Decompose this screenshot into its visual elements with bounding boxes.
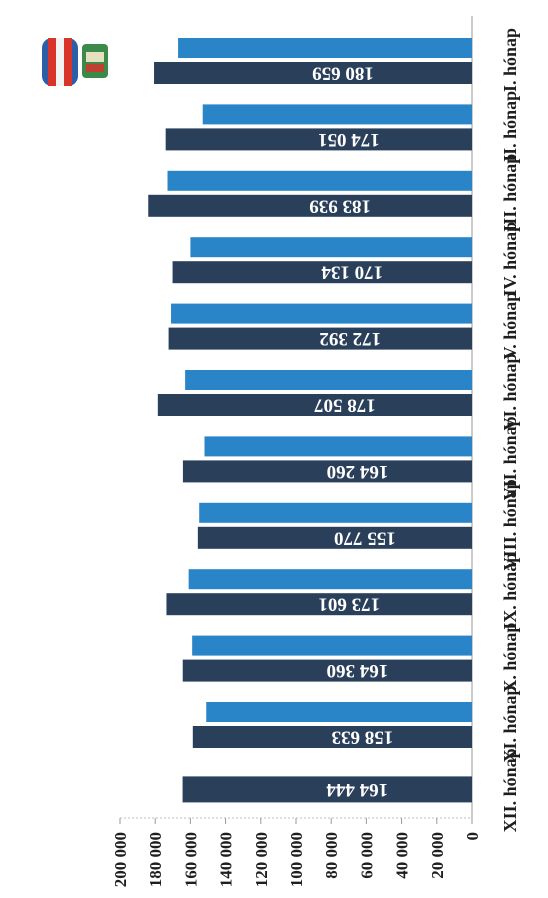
- bar-dark: [182, 460, 472, 483]
- bar-dark: [182, 776, 473, 803]
- data-label: 155 770: [334, 527, 396, 548]
- bar-dark: [154, 62, 472, 84]
- bar-dark: [157, 394, 472, 416]
- y-tick-label: 140 000: [217, 832, 236, 887]
- bar-light: [192, 635, 472, 656]
- crest-icon: [82, 44, 108, 78]
- bar-dark: [165, 128, 473, 151]
- data-label: 170 134: [321, 262, 383, 283]
- y-tick-label: 20 000: [428, 832, 447, 879]
- y-tick-label: 160 000: [181, 832, 200, 887]
- category-label: III. hónap: [500, 154, 520, 232]
- bar-dark: [168, 327, 472, 350]
- bar-light: [188, 569, 472, 590]
- y-tick-label: 180 000: [146, 832, 165, 887]
- bar-dark: [148, 194, 472, 217]
- bar-light: [178, 38, 472, 58]
- bar-dark: [197, 526, 473, 549]
- shield-emblem-icon: [42, 38, 78, 86]
- data-label: 164 444: [326, 779, 388, 800]
- category-label: IX. hónap: [500, 553, 520, 630]
- bar-light: [202, 104, 472, 125]
- category-label: I. hónap: [500, 28, 520, 92]
- data-label: 178 507: [314, 395, 376, 416]
- bar-light: [185, 370, 472, 390]
- bar-dark: [172, 261, 473, 284]
- data-label: 164 260: [327, 461, 389, 482]
- bar-dark: [166, 593, 473, 616]
- data-label: 180 659: [312, 63, 374, 84]
- data-label: 172 392: [319, 328, 381, 349]
- bar-light: [171, 303, 473, 324]
- bar-light: [190, 237, 472, 258]
- data-label: 183 939: [309, 195, 371, 216]
- category-label: XII. hónap: [500, 748, 520, 832]
- category-label: IV. hónap: [500, 222, 520, 297]
- category-label: V. hónap: [500, 292, 520, 360]
- data-label: 164 360: [326, 660, 388, 681]
- y-tick-label: 0: [463, 832, 482, 841]
- y-tick-label: 60 000: [357, 832, 376, 879]
- logo: [18, 8, 122, 116]
- y-tick-label: 80 000: [322, 832, 341, 879]
- bar-dark: [182, 659, 473, 682]
- data-label: 173 601: [318, 594, 380, 615]
- y-tick-label: 120 000: [252, 832, 271, 887]
- category-label: VIII. hónap: [500, 479, 520, 570]
- category-label: XI. hónap: [500, 685, 520, 762]
- category-label: VI. hónap: [500, 353, 520, 430]
- bar-light: [199, 502, 472, 523]
- y-tick-label: 40 000: [393, 832, 412, 879]
- bar-light: [167, 170, 472, 191]
- y-tick-label: 100 000: [287, 832, 306, 887]
- bar-light: [204, 436, 473, 457]
- y-tick-label: 200 000: [111, 832, 130, 887]
- bar-dark: [192, 726, 473, 748]
- data-label: 158 633: [332, 727, 394, 748]
- data-label: 174 051: [318, 129, 380, 150]
- bar-light: [206, 702, 473, 722]
- category-label: VII. hónap: [500, 416, 520, 500]
- category-label: II. hónap: [500, 91, 520, 162]
- category-label: X. hónap: [500, 623, 520, 693]
